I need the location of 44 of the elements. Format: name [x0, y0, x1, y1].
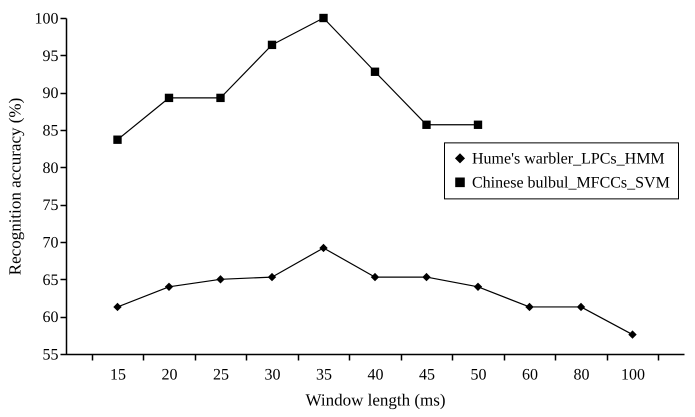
y-tick-label: 65: [42, 272, 58, 289]
x-tick-label: 80: [574, 366, 590, 384]
y-tick-label: 90: [42, 85, 58, 102]
point: [216, 94, 225, 102]
point: [576, 302, 586, 312]
point: [216, 275, 225, 284]
x-axis-title: Window length (ms): [305, 390, 446, 410]
x-tick-label: 40: [368, 366, 384, 384]
y-tick-label: 55: [42, 346, 58, 364]
x-tick-label: 50: [470, 366, 486, 384]
y-tick-label: 100: [34, 10, 58, 28]
point: [474, 120, 482, 129]
legend-label: Chinese bulbul_MFCCs_SVM: [472, 174, 670, 192]
x-tick-label: 25: [213, 366, 229, 384]
y-axis-title: Recognition accuracy (%): [6, 98, 24, 276]
y-tick-label: 70: [42, 234, 58, 252]
x-tick-label: 20: [162, 366, 178, 384]
x-tick-label: 100: [621, 366, 645, 384]
point: [113, 136, 122, 144]
point: [164, 94, 174, 102]
point: [319, 244, 328, 252]
point: [422, 272, 431, 282]
x-tick-label: 15: [110, 366, 126, 384]
point: [474, 282, 482, 291]
point: [113, 302, 122, 312]
x-tick-label: 45: [419, 366, 435, 384]
x-tick-label: 35: [316, 366, 332, 384]
point: [268, 40, 276, 50]
y-tick-label: 60: [42, 309, 58, 326]
point: [422, 120, 431, 129]
point: [164, 282, 174, 291]
y-tick-label: 95: [42, 48, 58, 65]
point: [268, 272, 276, 282]
x-tick-label: 30: [264, 366, 280, 384]
y-tick-label: 80: [42, 160, 58, 177]
point: [370, 68, 380, 76]
legend-label: Hume's warbler_LPCs_HMM: [472, 150, 665, 168]
y-tick-label: 85: [42, 122, 58, 140]
x-tick-label: 60: [522, 366, 538, 384]
point: [525, 302, 534, 312]
y-tick-label: 75: [42, 197, 58, 214]
point: [628, 330, 637, 339]
point: [370, 272, 380, 282]
point: [319, 14, 328, 22]
